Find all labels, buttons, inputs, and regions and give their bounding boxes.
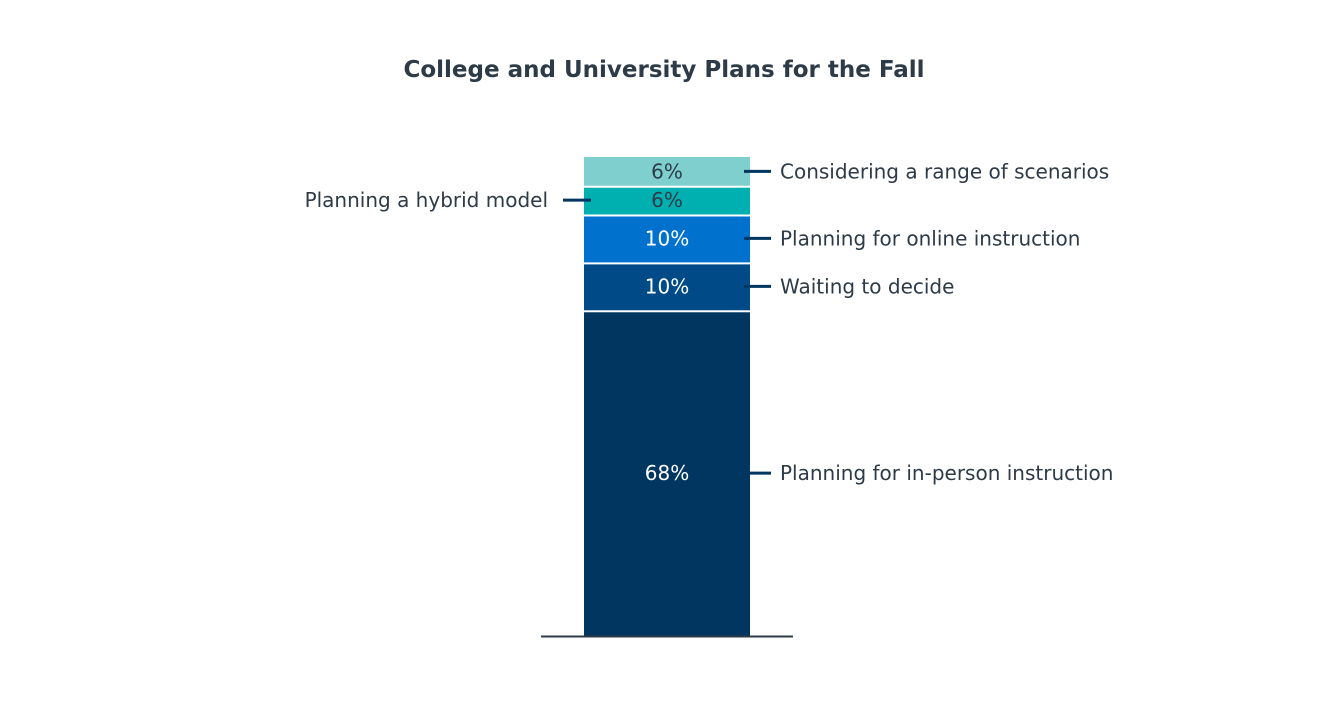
category-labels: Planning for in-person instruction Waitin… <box>305 159 1114 485</box>
value-label-waiting-to-decide: 10% <box>645 274 689 298</box>
category-label-considering-a-range-of-scenarios: Considering a range of scenarios <box>780 159 1109 183</box>
category-label-planning-for-in-person-instruction: Planning for in-person instruction <box>780 461 1113 485</box>
category-label-planning-a-hybrid-model: Planning a hybrid model <box>305 188 548 212</box>
value-label-considering-a-range-of-scenarios: 6% <box>651 159 683 183</box>
value-label-planning-for-online-instruction: 10% <box>645 226 689 250</box>
bar-segment-planning-a-hybrid-model <box>584 187 750 215</box>
bar-stack <box>584 157 750 636</box>
chart-title: College and University Plans for the Fal… <box>403 57 924 83</box>
bar-segment-considering-a-range-of-scenarios <box>584 157 750 186</box>
category-label-planning-for-online-instruction: Planning for online instruction <box>780 226 1080 250</box>
value-label-planning-for-in-person-instruction: 68% <box>645 461 689 485</box>
leader-lines <box>563 169 771 475</box>
bar-segment-planning-for-online-instruction <box>584 216 750 263</box>
value-labels: 68% 10% 10% 6% 6% <box>645 159 689 485</box>
value-label-planning-a-hybrid-model: 6% <box>651 188 683 212</box>
bar-segment-waiting-to-decide <box>584 264 750 311</box>
category-label-waiting-to-decide: Waiting to decide <box>780 274 954 298</box>
bar-segment-planning-for-in-person-instruction <box>584 312 750 636</box>
